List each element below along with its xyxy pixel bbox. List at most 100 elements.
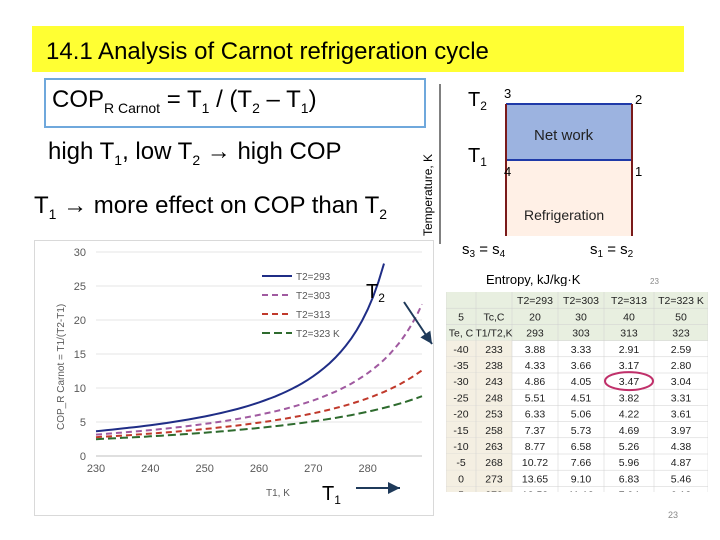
table-cell: 2.91 [619,344,640,356]
table-cell: 3.61 [671,409,692,421]
x-tick-label: 250 [195,463,213,475]
y-tick-label: 15 [74,349,86,361]
page-number: 23 [668,510,679,520]
table-cell: 20 [529,311,541,323]
table-cell: 243 [485,376,503,388]
y-tick-label: 5 [80,417,86,429]
table-cell: 7.37 [525,425,546,437]
table-cell: 0 [458,473,464,485]
ts-state-2: 2 [635,92,642,107]
table-cell: -40 [453,344,468,356]
table-cell: 8.77 [525,441,546,453]
table-cell: -35 [453,360,468,372]
table-cell: T2=313 [611,295,647,307]
table-header-bg [446,292,708,341]
table-cell: 4.87 [671,457,692,469]
chart-ylabel: COP_R Carnot = T1/(T2-T1) [56,304,67,430]
formula-box [44,78,426,128]
series-line [95,369,423,439]
table-cell: -20 [453,409,468,421]
table-cell: 9.10 [571,473,592,485]
table-row-key-bg [446,389,512,406]
x-tick-label: 240 [141,463,159,475]
page-number-small: 23 [650,277,659,286]
cop-table: T2=293 T2=303 T2=313 T2=323 K5 Tc,C 20 30 40 50T… [446,292,708,492]
table-cell: 248 [485,392,503,404]
table-cell: 50 [675,311,687,323]
table-cell: 30 [575,311,587,323]
table-cell: 313 [620,328,638,340]
table-cell: -25 [453,392,468,404]
table-cell: 238 [485,360,503,372]
table-cell: 5.26 [619,441,640,453]
table-cell: 18.53 [522,490,548,492]
y-tick-label: 0 [80,451,86,463]
table-cell: 13.65 [522,473,548,485]
y-tick-label: 25 [74,281,86,293]
table-cell: Te, C [449,328,474,340]
t2-arrow-label: T2 [366,281,385,305]
t2-arrow [403,301,433,345]
table-cell: 3.47 [619,376,640,388]
x-tick-label: 270 [304,463,322,475]
table-cell: 6.18 [671,490,692,492]
table-cell: 3.66 [571,360,592,372]
ts-s3-label: s3 = s4 [462,241,506,260]
series-line [95,263,385,433]
table-cell: 6.58 [571,441,592,453]
y-tick-label: 30 [74,247,86,259]
cop-chart: T2=293 T2=303 T2=313 T2=323 K 0 5 10 15 20 25 30 2… [34,240,434,516]
table-cell: 273 [485,473,503,485]
table-cell: 303 [572,328,590,340]
table-cell: 11.12 [568,490,594,492]
table-row-key-bg [446,470,512,487]
ts-t1-label: T1 [468,145,487,169]
table-cell: 293 [526,328,544,340]
table-cell: 5 [458,311,464,323]
highlight-circle [604,371,654,392]
table-cell: 10.72 [522,457,548,469]
table-cell: 3.31 [671,392,692,404]
ts-s1-label: s1 = s2 [590,241,634,260]
table-cell: 268 [485,457,503,469]
table-cell: 4.86 [525,376,546,388]
table-cell: 5.06 [571,409,592,421]
table-cell: 253 [485,409,503,421]
table-cell: Tc,C [484,311,505,323]
table-cell: -5 [456,457,465,469]
ts-t2-label: T2 [468,89,487,113]
series-line [95,395,423,441]
table-cell: 2.59 [671,344,692,356]
table-cell: 4.22 [619,409,640,421]
table-cell: T2=293 [517,295,553,307]
table-cell: 6.83 [619,473,640,485]
table-cell: 4.51 [571,392,592,404]
table-cell: 3.97 [671,425,692,437]
table-cell: 4.38 [671,441,692,453]
table-cell: 5 [458,490,464,492]
table-cell: 7.94 [619,490,640,492]
title-bar [32,26,684,72]
legend-label: T2=313 [296,310,331,321]
table-cell: T2=323 K [658,295,704,307]
table-cell: 5.51 [525,392,546,404]
chart-xlabel: T1, K [266,488,290,499]
table-cell: 2.80 [671,360,692,372]
table-cell: T2=303 [563,295,599,307]
table-row-key-bg [446,437,512,454]
table-cell: 3.04 [671,376,692,388]
legend-label: T2=323 K [296,329,340,340]
slide-title: 14.1 Analysis of Carnot refrigeration cy… [46,38,489,65]
table-cell: 258 [485,425,503,437]
table-cell: 5.96 [619,457,640,469]
table-cell: 3.82 [619,392,640,404]
y-tick-label: 20 [74,315,86,327]
ts-net-work-label: Net work [534,127,594,144]
table-cell: 4.69 [619,425,640,437]
table-cell: 5.73 [571,425,592,437]
table-cell: -30 [453,376,468,388]
x-tick-label: 280 [358,463,376,475]
high-cop-statement: high T1, low T2 → high COP [48,138,342,168]
table-cell: 5.46 [671,473,692,485]
